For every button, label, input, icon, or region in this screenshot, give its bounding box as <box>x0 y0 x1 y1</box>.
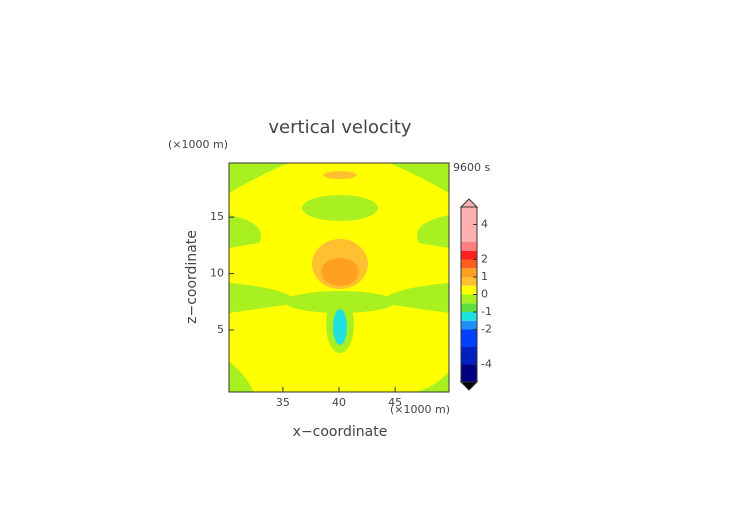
plot-area: 35 40 45 5 10 15 <box>210 162 450 409</box>
colorbar-tick-label: -2 <box>481 323 492 336</box>
contour-region <box>323 171 357 179</box>
contour-region <box>333 309 347 345</box>
colorbar-band <box>461 312 477 321</box>
colorbar: -4 -2 -1 0 1 2 4 <box>459 198 492 391</box>
contour-region <box>302 195 378 221</box>
contour-region <box>321 258 359 286</box>
x-axis-label: x−coordinate <box>293 424 388 440</box>
colorbar-band <box>461 207 477 242</box>
y-tick-label: 10 <box>210 267 224 280</box>
y-unit: (×1000 m) <box>168 138 228 151</box>
colorbar-tick-label: 1 <box>481 270 488 283</box>
colorbar-band <box>461 329 477 347</box>
x-unit: (×1000 m) <box>390 403 450 416</box>
y-tick-label: 5 <box>217 323 224 336</box>
x-tick-label: 45 <box>388 396 402 409</box>
colorbar-band <box>461 320 477 330</box>
colorbar-tick-label: 4 <box>481 218 488 231</box>
y-axis-label: z−coordinate <box>184 230 200 324</box>
colorbar-under <box>459 381 479 391</box>
colorbar-band <box>461 242 477 251</box>
colorbar-band <box>461 259 477 269</box>
colorbar-over <box>459 198 479 208</box>
contour-region <box>367 317 387 327</box>
y-tick-label: 15 <box>210 210 224 223</box>
colorbar-tick-label: 0 <box>481 288 488 301</box>
x-tick-label: 35 <box>276 396 290 409</box>
colorbar-tick-label: -4 <box>481 358 492 371</box>
x-tick-label: 40 <box>332 396 346 409</box>
colorbar-band <box>461 364 477 382</box>
contour-region <box>293 317 313 327</box>
colorbar-band <box>461 303 477 312</box>
colorbar-band <box>461 268 477 277</box>
colorbar-tick-label: -1 <box>481 305 492 318</box>
colorbar-band <box>461 250 477 260</box>
time-label: 9600 s <box>453 161 490 174</box>
colorbar-band <box>461 294 477 304</box>
colorbar-band <box>461 277 477 286</box>
chart-title: vertical velocity <box>268 117 412 138</box>
colorbar-tick-label: 2 <box>481 253 488 266</box>
colorbar-band <box>461 285 477 295</box>
colorbar-band <box>461 347 477 365</box>
